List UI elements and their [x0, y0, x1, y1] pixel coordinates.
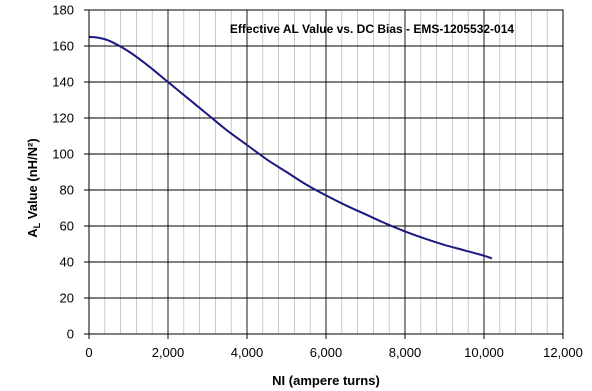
x-tick-label: 10,000 [464, 345, 504, 360]
x-tick-label: 8,000 [389, 345, 422, 360]
chart-title: Effective AL Value vs. DC Bias - EMS-120… [230, 22, 514, 36]
x-tick-label: 2,000 [152, 345, 185, 360]
x-tick-labels: 0 2,000 4,000 6,000 8,000 10,000 12,000 [85, 345, 583, 360]
y-tick-label: 80 [60, 183, 74, 198]
y-axis-title: AL Value (nH/N²) [25, 138, 42, 237]
y-tick-label: 100 [52, 147, 74, 162]
y-axis-title-rest: Value (nH/N²) [25, 138, 40, 223]
y-axis-title-main: A [25, 228, 40, 238]
x-tick-label: 0 [85, 345, 92, 360]
plot-frame [88, 9, 564, 335]
series-line [88, 36, 493, 260]
y-tick-label: 0 [67, 327, 74, 342]
x-tick-label: 12,000 [543, 345, 583, 360]
x-tick-label: 6,000 [310, 345, 343, 360]
grid [84, 9, 564, 339]
x-tick-label: 4,000 [231, 345, 264, 360]
y-tick-label: 140 [52, 75, 74, 90]
y-tick-label: 60 [60, 219, 74, 234]
y-tick-label: 120 [52, 111, 74, 126]
series-layer [88, 36, 493, 260]
x-axis-title: NI (ampere turns) [272, 373, 380, 388]
y-axis-title-sub: L [32, 222, 42, 228]
y-tick-label: 160 [52, 39, 74, 54]
y-tick-labels: 0 20 40 60 80 100 120 140 160 180 [52, 3, 74, 342]
y-tick-label: 40 [60, 255, 74, 270]
y-tick-label: 20 [60, 291, 74, 306]
y-tick-label: 180 [52, 3, 74, 18]
